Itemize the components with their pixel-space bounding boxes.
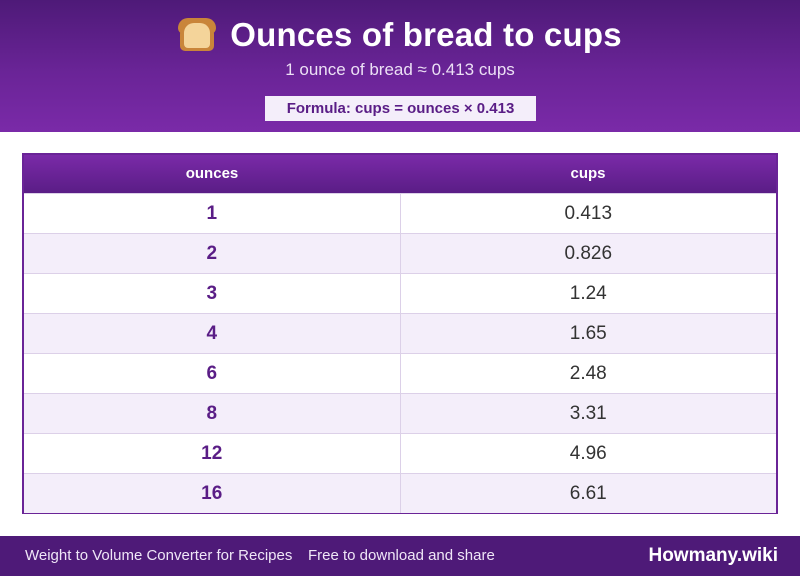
bread-icon <box>178 18 217 52</box>
page-header: Ounces of bread to cups 1 ounce of bread… <box>0 0 800 132</box>
cups-cell: 0.826 <box>564 243 613 264</box>
table-row: 4 1.65 <box>24 313 776 353</box>
table-row: 16 6.61 <box>24 473 776 513</box>
conversion-table: ounces cups 1 0.413 2 0.826 3 1.24 4 1.6… <box>22 153 778 514</box>
table-row: 8 3.31 <box>24 393 776 433</box>
table-header: ounces cups <box>24 155 776 193</box>
footer-tagline: Free to download and share <box>308 547 495 564</box>
ounces-cell: 6 <box>24 354 401 393</box>
ounces-cell: 3 <box>24 274 401 313</box>
column-header-ounces: ounces <box>185 165 239 182</box>
table-row: 3 1.24 <box>24 273 776 313</box>
formula-badge: Formula: cups = ounces × 0.413 <box>265 96 536 121</box>
ounces-cell: 12 <box>24 434 401 473</box>
table-row: 1 0.413 <box>24 193 776 233</box>
page-footer: Weight to Volume Converter for Recipes F… <box>0 536 800 576</box>
footer-app-name: Weight to Volume Converter for Recipes <box>25 547 293 564</box>
cups-cell: 1.65 <box>569 323 607 344</box>
cups-cell: 0.413 <box>564 203 613 224</box>
footer-brand-link[interactable]: Howmany.wiki <box>648 545 778 566</box>
ounces-cell: 2 <box>24 234 401 273</box>
ounces-cell: 1 <box>24 194 401 233</box>
table-row: 12 4.96 <box>24 433 776 473</box>
page-title: Ounces of bread to cups <box>230 16 622 53</box>
cups-cell: 2.48 <box>569 363 607 384</box>
table-row: 6 2.48 <box>24 353 776 393</box>
title-row: Ounces of bread to cups <box>0 14 800 56</box>
ounces-cell: 16 <box>24 474 401 513</box>
table-row: 2 0.826 <box>24 233 776 273</box>
column-header-cups: cups <box>570 165 606 182</box>
cups-cell: 6.61 <box>569 483 607 504</box>
page-subtitle: 1 ounce of bread ≈ 0.413 cups <box>285 60 515 79</box>
cups-cell: 3.31 <box>569 403 607 424</box>
ounces-cell: 4 <box>24 314 401 353</box>
table-body: 1 0.413 2 0.826 3 1.24 4 1.65 6 2.48 8 3… <box>24 193 776 513</box>
ounces-cell: 8 <box>24 394 401 433</box>
cups-cell: 1.24 <box>569 283 607 304</box>
cups-cell: 4.96 <box>569 443 607 464</box>
